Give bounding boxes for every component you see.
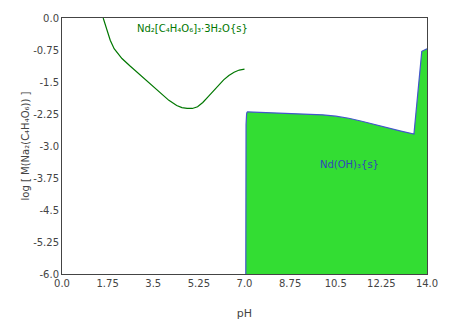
svg-text:Nd(OH)₃{s}: Nd(OH)₃{s} [320, 159, 379, 170]
svg-text:Nd₂[C₄H₄O₆]₃·3H₂O{s}: Nd₂[C₄H₄O₆]₃·3H₂O{s} [137, 23, 248, 34]
svg-text:8.75: 8.75 [279, 278, 301, 289]
svg-text:0.0: 0.0 [54, 278, 70, 289]
svg-text:-0.75: -0.75 [33, 45, 59, 56]
svg-text:5.25: 5.25 [188, 278, 210, 289]
svg-text:-2.25: -2.25 [33, 109, 59, 120]
svg-text:1.75: 1.75 [96, 278, 118, 289]
svg-text:log [ M(Na₂(C₄H₄O₆)) ]: log [ M(Na₂(C₄H₄O₆)) ] [20, 91, 31, 200]
svg-text:3.5: 3.5 [145, 278, 161, 289]
svg-text:10.5: 10.5 [325, 278, 347, 289]
svg-text:-1.5: -1.5 [39, 77, 59, 88]
svg-text:-4.5: -4.5 [39, 205, 59, 216]
svg-text:14.0: 14.0 [416, 278, 438, 289]
svg-text:7.0: 7.0 [237, 278, 253, 289]
svg-text:-5.25: -5.25 [33, 237, 59, 248]
svg-text:0.0: 0.0 [43, 13, 59, 24]
svg-text:pH: pH [237, 307, 252, 320]
svg-text:-6.0: -6.0 [39, 269, 59, 280]
svg-text:12.25: 12.25 [367, 278, 396, 289]
svg-text:-3.0: -3.0 [39, 141, 59, 152]
svg-text:-3.75: -3.75 [33, 173, 59, 184]
